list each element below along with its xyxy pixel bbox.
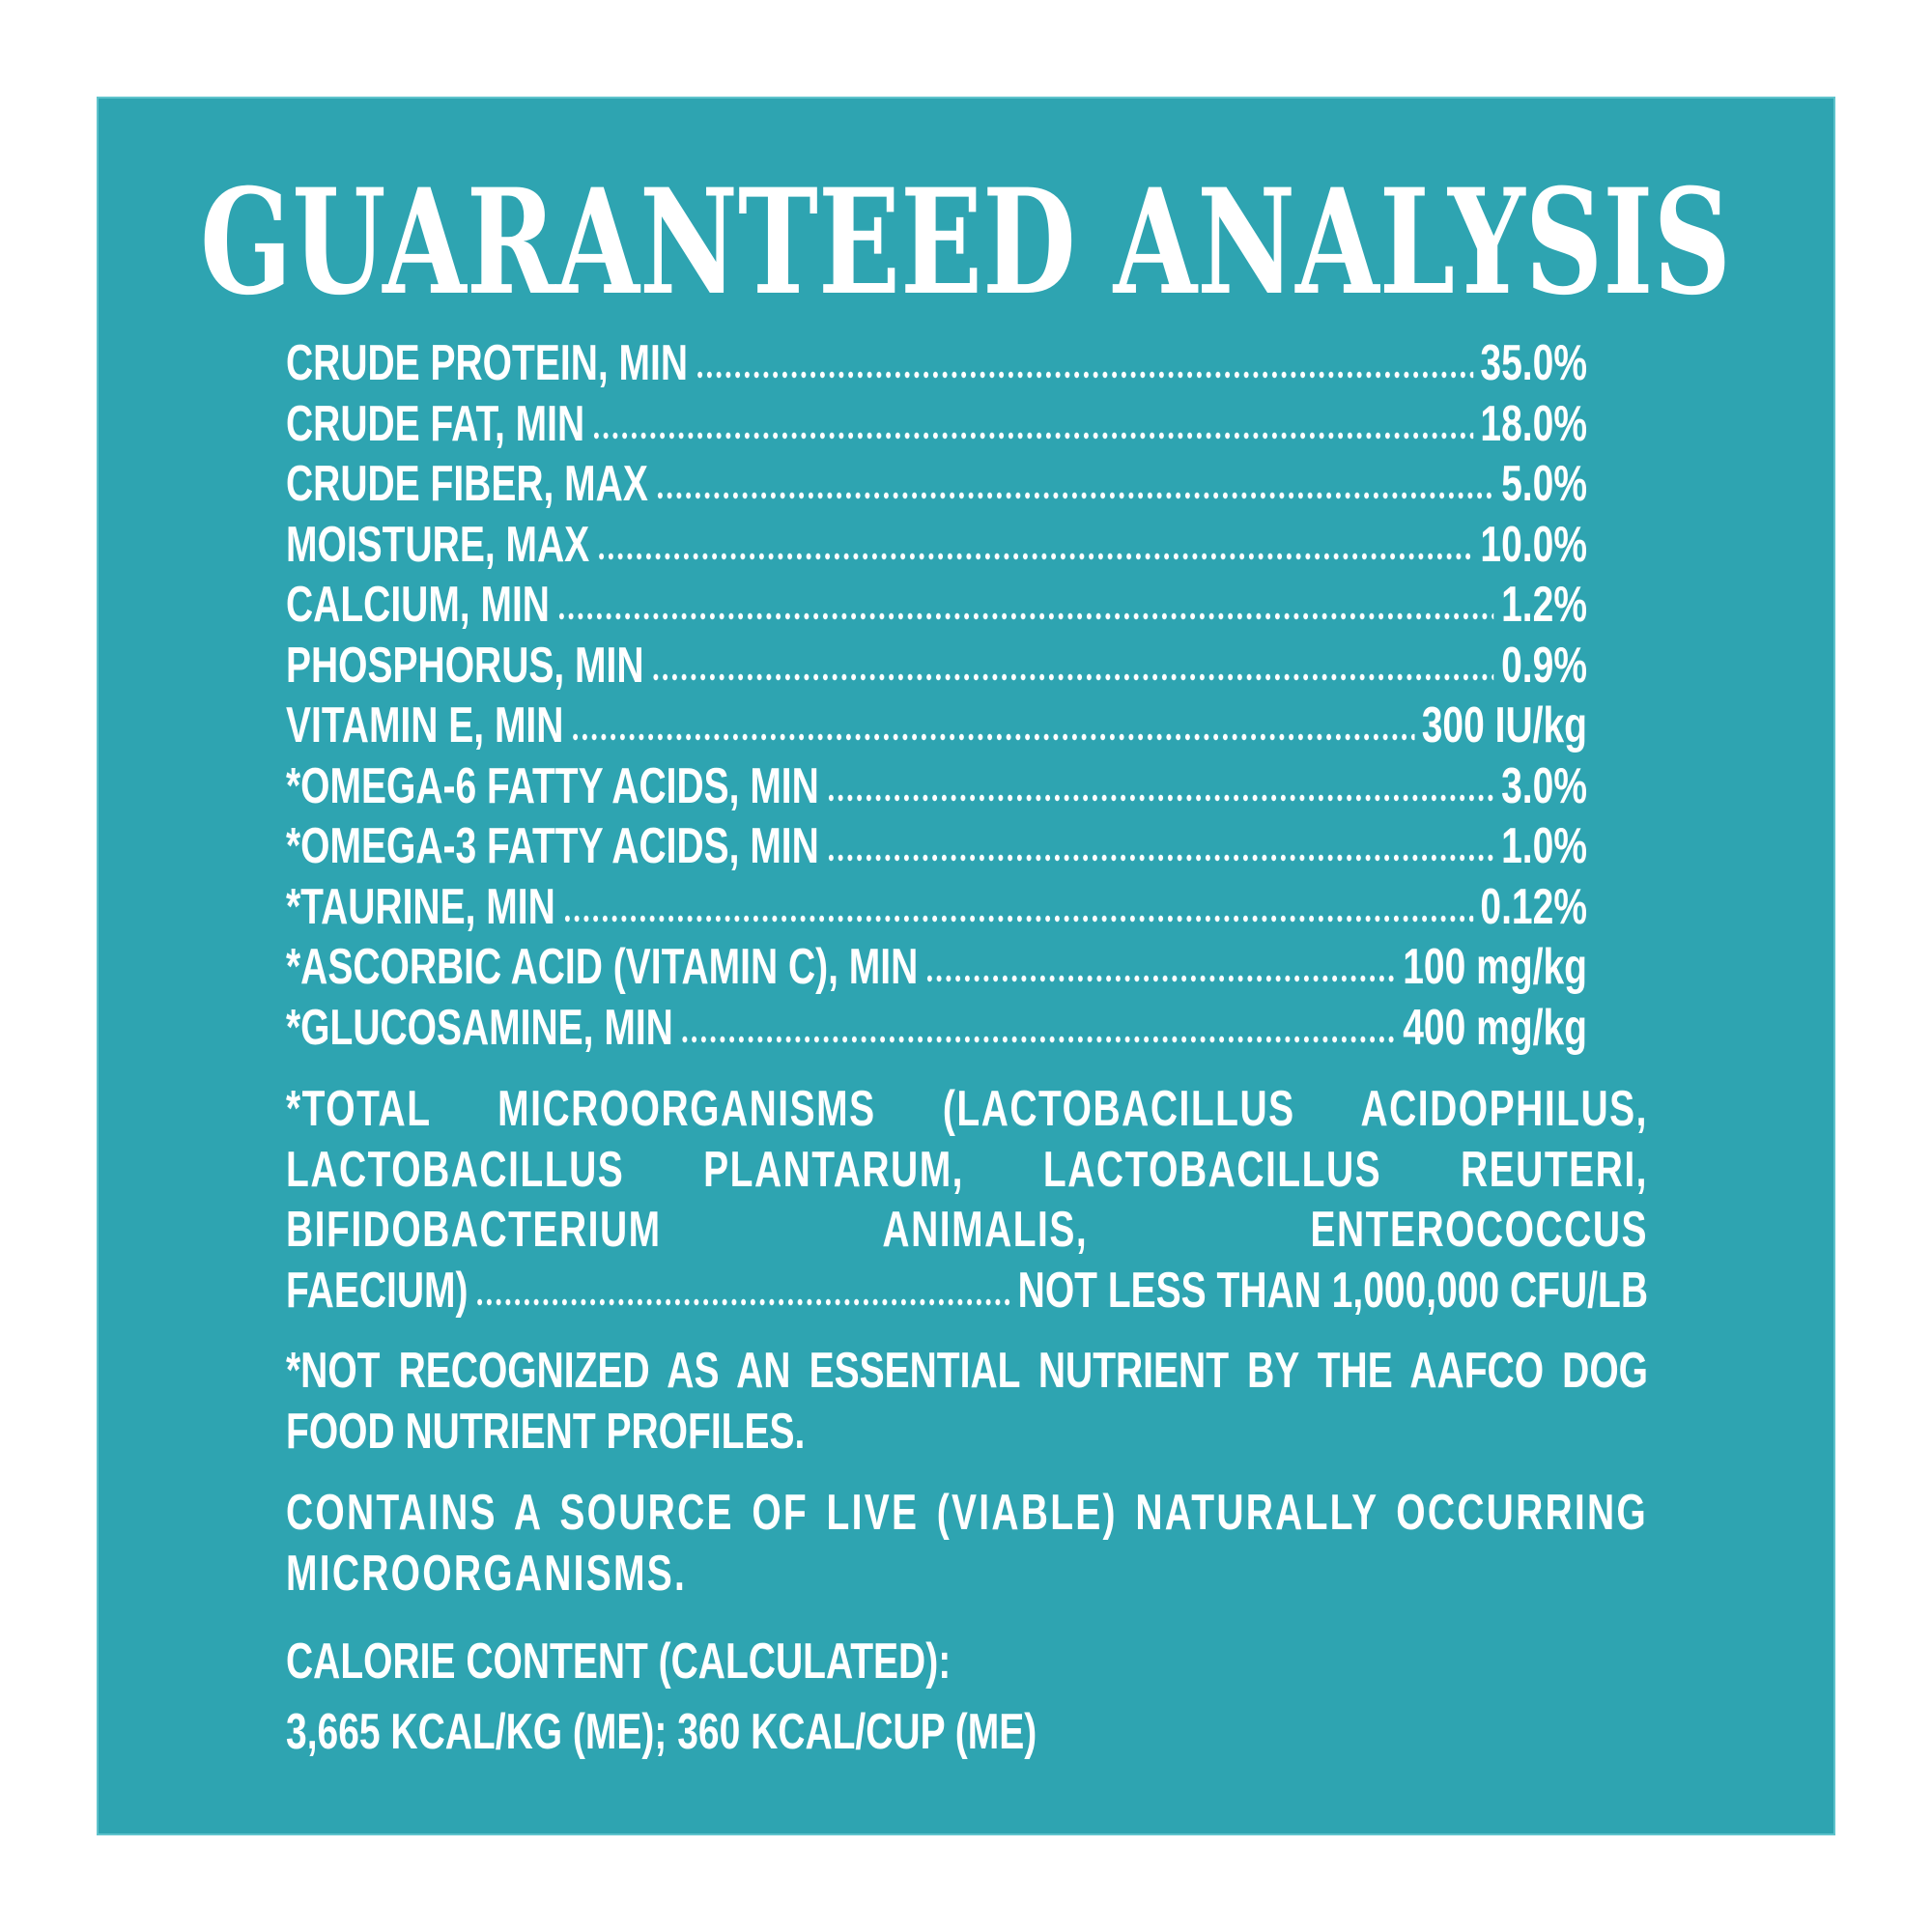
leader-dots — [651, 668, 1494, 682]
title-area: GUARANTEED ANALYSIS — [200, 157, 1731, 327]
nutrient-label: *GLUCOSAMINE, MIN — [286, 999, 673, 1056]
analysis-row: PHOSPHORUS, MIN 0.9% — [286, 636, 1587, 696]
analysis-row: *OMEGA-3 FATTY ACIDS, MIN 1.0% — [286, 816, 1587, 877]
leader-dots — [826, 788, 1494, 803]
nutrient-label: *TAURINE, MIN — [286, 878, 555, 935]
analysis-row: *TAURINE, MIN 0.12% — [286, 877, 1587, 938]
analysis-row: *OMEGA-6 FATTY ACIDS, MIN 3.0% — [286, 756, 1587, 817]
nutrient-value: 0.12% — [1480, 878, 1587, 935]
leader-dots — [596, 547, 1473, 561]
leader-dots — [570, 728, 1415, 742]
nutrient-value: 100 mg/kg — [1403, 939, 1587, 995]
calorie-heading: CALORIE CONTENT (CALCULATED): — [286, 1634, 952, 1690]
microorganisms-row: FAECIUM) NOT LESS THAN 1,000,000 CFU/LB — [286, 1261, 1648, 1321]
leader-dots — [680, 1030, 1396, 1044]
nutrient-label: MOISTURE, MAX — [286, 516, 590, 573]
nutrient-value: 1.2% — [1501, 577, 1587, 633]
nutrient-label: VITAMIN E, MIN — [286, 697, 564, 753]
microorganisms-value: NOT LESS THAN 1,000,000 CFU/LB — [1017, 1262, 1648, 1319]
nutrient-value: 0.9% — [1501, 637, 1587, 694]
microorganisms: *TOTAL MICROORGANISMS (LACTOBACILLUS ACI… — [286, 1079, 1648, 1321]
analysis-row: CALCIUM, MIN 1.2% — [286, 575, 1587, 636]
nutrient-label: *OMEGA-3 FATTY ACIDS, MIN — [286, 818, 819, 874]
nutrient-value: 10.0% — [1480, 516, 1587, 573]
analysis-list: CRUDE PROTEIN, MIN 35.0% CRUDE FAT, MIN 18.… — [286, 333, 1648, 1058]
nutrient-value: 35.0% — [1480, 335, 1587, 391]
analysis-row: VITAMIN E, MIN 300 IU/kg — [286, 696, 1587, 756]
leader-dots — [695, 366, 1473, 380]
nutrient-label: CALCIUM, MIN — [286, 577, 550, 633]
nutrient-label: *ASCORBIC ACID (VITAMIN C), MIN — [286, 939, 919, 995]
analysis-row: *ASCORBIC ACID (VITAMIN C), MIN 100 mg/kg — [286, 937, 1587, 998]
live-statement: CONTAINS A SOURCE OF LIVE (VIABLE) NATUR… — [286, 1485, 1648, 1602]
nutrient-value: 5.0% — [1501, 456, 1587, 512]
microorganisms-last-line: FAECIUM) — [286, 1262, 469, 1319]
leader-dots — [562, 909, 1473, 923]
analysis-row: CRUDE FAT, MIN 18.0% — [286, 394, 1587, 455]
analysis-row: MOISTURE, MAX 10.0% — [286, 515, 1587, 576]
nutrient-value: 300 IU/kg — [1421, 697, 1587, 753]
leader-dots — [826, 849, 1494, 863]
nutrient-value: 1.0% — [1501, 818, 1587, 874]
nutrient-label: *OMEGA-6 FATTY ACIDS, MIN — [286, 757, 819, 814]
analysis-row: CRUDE PROTEIN, MIN 35.0% — [286, 333, 1587, 394]
nutrient-value: 18.0% — [1480, 395, 1587, 452]
nutrient-value: 400 mg/kg — [1403, 999, 1587, 1056]
analysis-row: *GLUCOSAMINE, MIN 400 mg/kg — [286, 998, 1587, 1059]
footnote: *NOT RECOGNIZED AS AN ESSENTIAL NUTRIENT… — [286, 1343, 1648, 1460]
analysis-row: CRUDE FIBER, MAX 5.0% — [286, 454, 1587, 515]
title: GUARANTEED ANALYSIS — [200, 157, 1731, 327]
nutrient-value: 3.0% — [1501, 757, 1587, 814]
label-panel — [97, 97, 1835, 1835]
leader-dots — [655, 487, 1494, 500]
nutrient-label: CRUDE PROTEIN, MIN — [286, 335, 689, 391]
calorie-values: 3,665 KCAL/KG (ME); 360 KCAL/CUP (ME) — [286, 1704, 1037, 1760]
leader-dots — [556, 608, 1494, 621]
nutrient-label: CRUDE FIBER, MAX — [286, 456, 648, 512]
nutrient-label: PHOSPHORUS, MIN — [286, 637, 644, 694]
leader-dots — [924, 970, 1396, 983]
nutrient-label: CRUDE FAT, MIN — [286, 395, 585, 452]
leader-dots — [591, 426, 1473, 440]
microorganisms-text: *TOTAL MICROORGANISMS (LACTOBACILLUS ACI… — [286, 1081, 1648, 1258]
leader-dots — [474, 1293, 1011, 1307]
